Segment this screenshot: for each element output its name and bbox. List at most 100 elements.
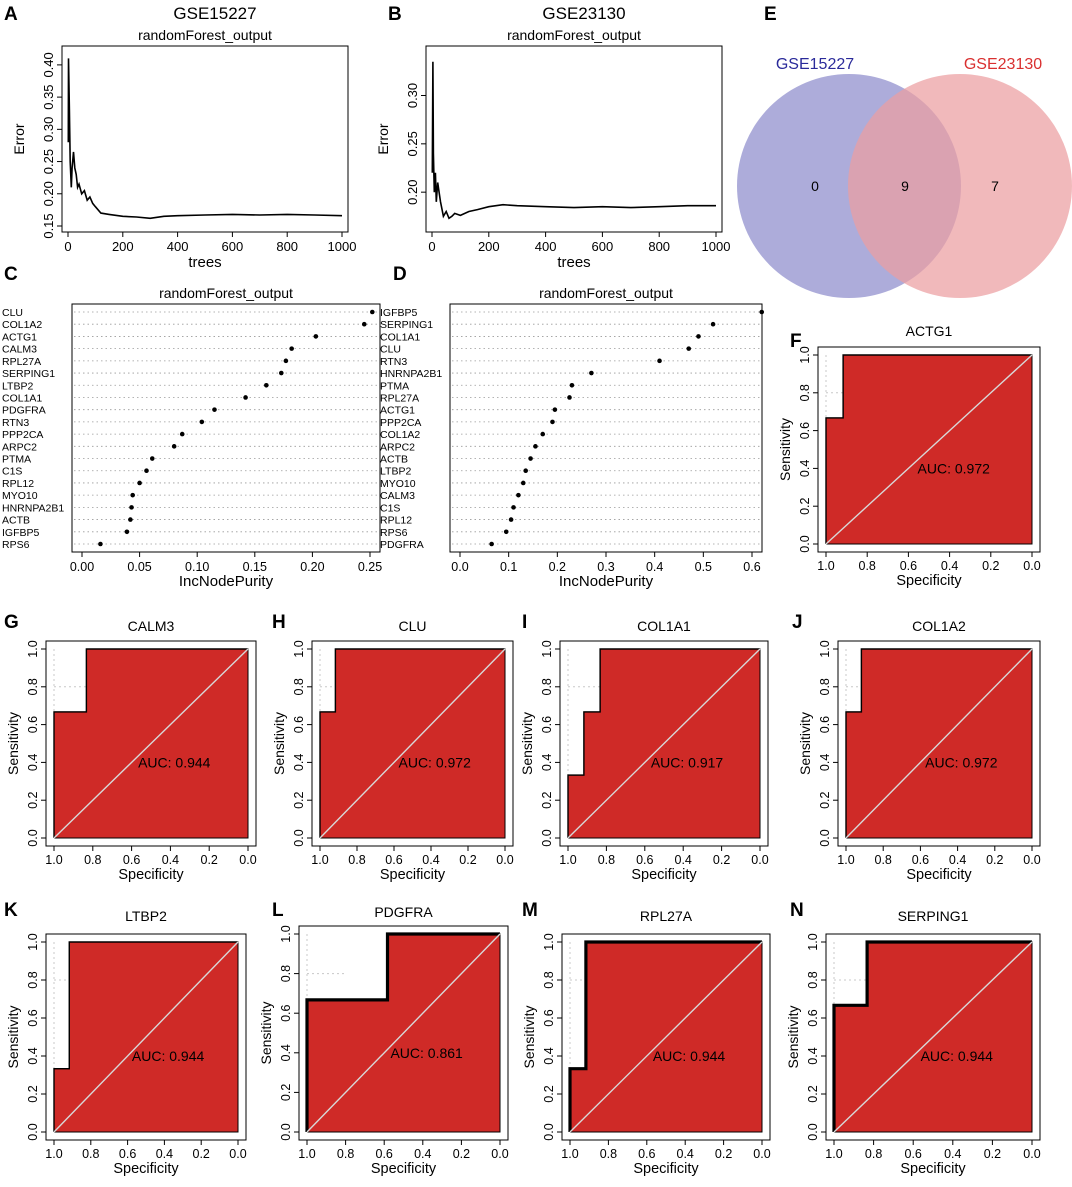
x-tick-label: 0.8 [337, 1147, 354, 1161]
error-line [67, 58, 343, 220]
gene-label: RPS6 [2, 539, 30, 551]
importance-dot [128, 517, 133, 522]
roc-title: LTBP2 [125, 908, 167, 924]
x-tick-label: 1.0 [837, 853, 854, 867]
x-tick-label: 0.4 [675, 853, 692, 867]
x-tick-label: 1.0 [298, 1147, 315, 1161]
plot-frame [559, 640, 769, 847]
y-tick-label: 1.0 [292, 640, 306, 657]
y-tick-label: 0.4 [279, 1044, 293, 1061]
plot-frame [311, 640, 514, 847]
x-tick-label: 0.0 [239, 853, 256, 867]
importance-dot [313, 334, 319, 339]
x-tick-label: 1.0 [817, 559, 834, 573]
x-tick-label: 0.2 [982, 559, 999, 573]
x-tick-label: 0.1 [500, 560, 517, 574]
gene-label: PDGFRA [380, 539, 424, 551]
chart-subtitle: randomForest_output [138, 27, 272, 43]
plot-frame [837, 640, 1041, 847]
x-axis-label: Specificity [896, 573, 962, 589]
x-axis-label: Specificity [113, 1161, 179, 1177]
x-tick-label: 200 [112, 239, 134, 254]
gene-label: CALM3 [2, 344, 37, 356]
importance-dot [283, 358, 289, 364]
y-tick-label: 0.4 [540, 754, 554, 771]
roc-title: COL1A2 [912, 618, 966, 634]
x-tick-label: 0.8 [598, 853, 615, 867]
auc-label: AUC: 0.944 [138, 754, 211, 770]
y-tick-label: 0.2 [279, 1084, 293, 1101]
gene-label: LTBP2 [380, 466, 411, 478]
y-tick-label: 0.2 [292, 791, 306, 808]
x-tick-label: 0.4 [422, 853, 439, 867]
y-tick-label: 0.2 [26, 791, 40, 808]
y-axis-label: Sensitivity [5, 712, 21, 775]
x-tick-label: 0.10 [185, 560, 209, 574]
x-tick-label: 1000 [702, 239, 731, 254]
venn-set-label-right: GSE23130 [964, 56, 1042, 73]
gene-label: ACTB [380, 454, 408, 466]
y-tick-label: 0.4 [798, 460, 812, 477]
y-tick-label: 0.8 [540, 678, 554, 695]
x-tick-label: 0.2 [984, 1147, 1001, 1161]
chart-title: randomForest_output [159, 285, 293, 301]
x-axis-label: Specificity [906, 867, 972, 883]
y-tick-label: 0.4 [26, 1047, 40, 1064]
chart-title: GSE23130 [542, 4, 625, 23]
y-tick-label: 0.4 [818, 754, 832, 771]
importance-dot [657, 358, 662, 364]
error-line [431, 61, 716, 220]
x-tick-label: 1.0 [559, 853, 576, 867]
x-tick-label: 0 [64, 239, 71, 254]
y-tick-label: 0.2 [542, 1085, 556, 1102]
importance-dot [137, 480, 142, 486]
x-tick-label: 0.2 [459, 853, 476, 867]
x-tick-label: 0.4 [941, 559, 958, 573]
y-tick-label: 0.6 [26, 1009, 40, 1026]
venn-count-right: 7 [991, 178, 999, 194]
x-tick-label: 800 [276, 239, 298, 254]
gene-label: PTMA [2, 454, 31, 466]
y-tick-label: 1.0 [818, 640, 832, 657]
roc-title: RPL27A [640, 908, 693, 924]
x-tick-label: 0.2 [193, 1147, 210, 1161]
importance-dot [523, 468, 528, 474]
gene-label: IGFBP5 [2, 527, 40, 539]
panel-label-A: A [4, 4, 18, 25]
y-tick-label: 0.2 [818, 791, 832, 808]
venn-circle-right [848, 74, 1072, 298]
y-axis-label: Error [375, 123, 391, 154]
y-tick-label: 1.0 [26, 640, 40, 657]
y-tick-label: 0.8 [292, 678, 306, 695]
x-axis-label: trees [557, 254, 590, 271]
x-tick-label: 0.3 [597, 560, 614, 574]
x-tick-label: 800 [648, 239, 670, 254]
gene-label: CLU [2, 307, 23, 319]
roc-curve [53, 941, 238, 1132]
auc-label: AUC: 0.861 [390, 1045, 463, 1061]
x-tick-label: 0.25 [358, 560, 382, 574]
auc-label: AUC: 0.944 [653, 1048, 726, 1064]
x-axis-label: Specificity [371, 1161, 437, 1177]
importance-dot [759, 309, 765, 315]
roc-curve [305, 932, 500, 1132]
roc-curve [832, 940, 1032, 1132]
roc-curve [567, 648, 760, 838]
x-tick-label: 0.4 [677, 1147, 694, 1161]
importance-dot [589, 370, 594, 376]
panel-label-B: B [388, 4, 402, 25]
x-axis-label: IncNodePurity [559, 573, 654, 590]
x-axis-label: Specificity [631, 867, 697, 883]
y-tick-label: 1.0 [806, 933, 820, 950]
y-tick-label: 0.0 [798, 535, 812, 552]
x-tick-label: 0.8 [875, 853, 892, 867]
plot-frame [449, 303, 763, 553]
importance-dot [212, 407, 217, 412]
y-tick-label: 0.0 [806, 1123, 820, 1140]
y-axis-label: Sensitivity [785, 1005, 801, 1068]
gene-label: ARPC2 [380, 441, 415, 453]
y-axis-label: Sensitivity [777, 418, 793, 481]
chance-diagonal [833, 941, 1033, 1133]
importance-dot [696, 334, 701, 339]
x-tick-label: 0.6 [743, 560, 760, 574]
